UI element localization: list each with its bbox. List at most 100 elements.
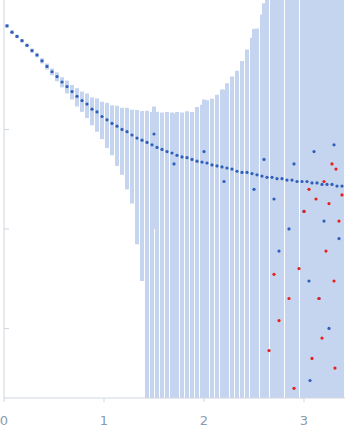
series-points	[267, 162, 343, 390]
error-bar	[262, 3, 266, 398]
point	[20, 39, 23, 42]
error-bar	[222, 90, 226, 398]
error-bar	[100, 102, 104, 139]
point	[305, 180, 308, 183]
error-bar	[160, 113, 164, 398]
error-bar	[295, 0, 299, 398]
point	[160, 148, 163, 151]
point	[337, 237, 340, 240]
point	[245, 171, 248, 174]
point	[100, 115, 103, 118]
point	[315, 181, 318, 184]
point	[15, 35, 18, 38]
point	[110, 122, 113, 125]
error-bar	[115, 106, 119, 166]
point	[295, 180, 298, 183]
point	[220, 165, 223, 168]
error-bar	[125, 108, 129, 190]
error-bar	[145, 111, 149, 398]
y-axis	[4, 0, 5, 398]
error-bar	[135, 110, 139, 244]
error-bar	[5, 24, 9, 28]
point	[277, 249, 280, 252]
error-bar	[287, 0, 291, 398]
error-bar	[265, 0, 269, 398]
error-bar	[172, 113, 176, 398]
error-bar	[90, 97, 94, 125]
error-bar	[190, 112, 194, 398]
point	[155, 146, 158, 149]
error-bar	[317, 0, 321, 398]
y-tick	[4, 228, 9, 229]
x-tick-label: 0	[0, 413, 8, 428]
series-points	[5, 24, 343, 382]
point	[70, 90, 73, 93]
point	[325, 183, 328, 186]
x-tick-label: 3	[300, 413, 308, 428]
error-bar	[330, 0, 334, 398]
error-bar	[55, 72, 59, 81]
point	[225, 166, 228, 169]
error-bar	[310, 0, 314, 398]
point	[322, 180, 325, 183]
point	[140, 139, 143, 142]
point	[330, 162, 333, 165]
error-bar	[320, 0, 324, 398]
error-bar	[35, 53, 39, 58]
error-bar	[235, 71, 239, 398]
x-tick	[104, 398, 105, 402]
point	[332, 279, 335, 282]
error-bar	[245, 49, 249, 398]
error-bar	[327, 0, 331, 398]
point	[314, 197, 317, 200]
error-bar	[252, 29, 256, 398]
error-bar	[85, 93, 89, 118]
error-bar	[300, 0, 304, 398]
error-bar	[20, 39, 24, 42]
point	[292, 162, 295, 165]
point	[252, 188, 255, 191]
x-axis	[4, 398, 345, 399]
point	[340, 193, 343, 196]
point	[150, 143, 153, 146]
point	[317, 297, 320, 300]
point	[297, 267, 300, 270]
point	[320, 183, 323, 186]
point	[290, 178, 293, 181]
error-bar	[40, 58, 44, 63]
point	[65, 85, 68, 88]
point	[333, 366, 336, 369]
point	[205, 161, 208, 164]
error-bars	[7, 0, 342, 398]
error-bar	[230, 77, 234, 398]
point	[262, 158, 265, 161]
error-bar	[215, 95, 219, 398]
error-bar	[65, 81, 69, 94]
point	[210, 163, 213, 166]
point	[80, 99, 83, 102]
x-tick	[4, 398, 5, 402]
point	[334, 167, 337, 170]
point	[90, 108, 93, 111]
error-bar	[140, 111, 144, 281]
point	[175, 154, 178, 157]
error-bar	[30, 49, 34, 53]
point	[327, 327, 330, 330]
point	[275, 177, 278, 180]
point	[292, 387, 295, 390]
point	[85, 102, 88, 105]
error-bar	[60, 77, 64, 87]
error-bar	[75, 88, 79, 106]
error-bar	[340, 0, 344, 398]
error-bar	[175, 112, 179, 398]
x-tick-label: 1	[100, 413, 108, 428]
point	[340, 184, 343, 187]
x-tick-label: 2	[200, 413, 208, 428]
point	[200, 160, 203, 163]
point	[10, 31, 13, 34]
error-bar	[15, 35, 19, 39]
error-bar	[335, 0, 339, 398]
point	[320, 336, 323, 339]
point	[327, 202, 330, 205]
point	[222, 180, 225, 183]
